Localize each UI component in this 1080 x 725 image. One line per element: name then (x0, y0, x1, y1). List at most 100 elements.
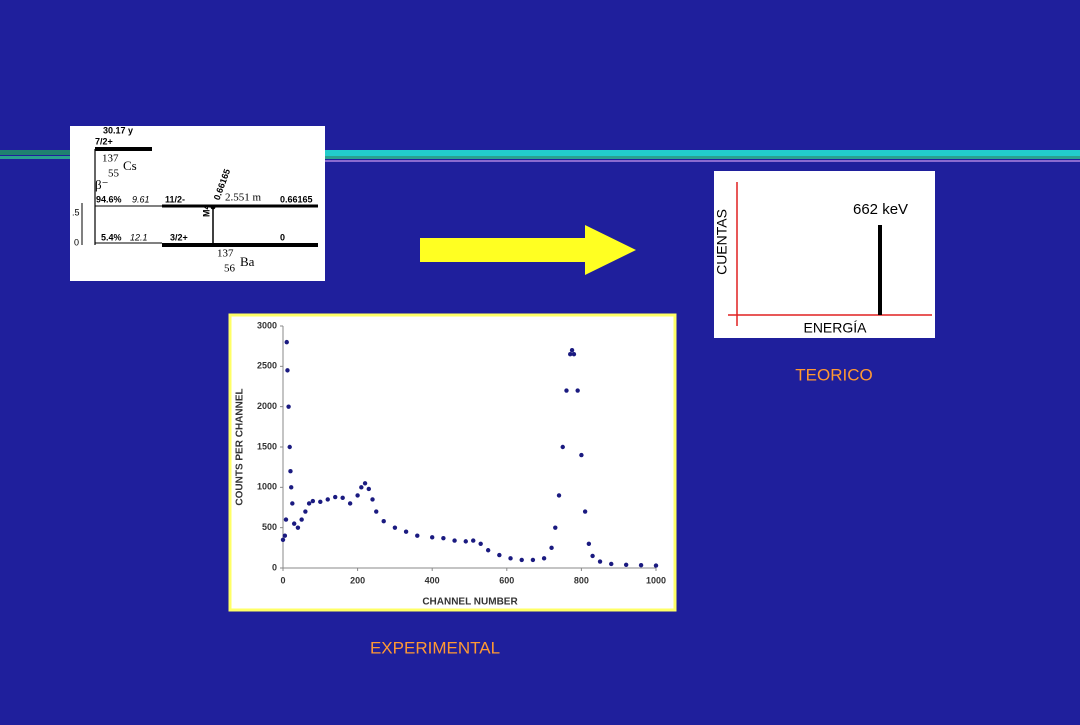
decay-scheme: 30.17 y 7/2+ 137 55 Cs β⁻ 94.6% 9.61 11/… (70, 125, 325, 281)
data-point (471, 538, 476, 543)
data-point (374, 509, 379, 514)
data-point (340, 495, 345, 501)
data-point (582, 509, 588, 514)
branch-half-life: 2.551 m (225, 192, 262, 204)
x-tick-label: 600 (499, 575, 514, 585)
x-tick-label: 800 (574, 575, 589, 585)
data-point (541, 556, 547, 561)
data-point (485, 548, 491, 553)
y-tick-label: 2000 (257, 401, 277, 411)
data-point (285, 368, 290, 373)
x-tick-label: 200 (350, 575, 365, 585)
experimental-chart: CHANNEL NUMBER COUNTS PER CHANNEL EXPERI… (228, 313, 677, 657)
data-point (381, 519, 386, 524)
y-axis-label: COUNTS PER CHANNEL (235, 388, 246, 505)
symbol: Ba (240, 254, 255, 269)
data-point (452, 538, 457, 543)
data-point (303, 509, 308, 514)
data-point (280, 537, 286, 542)
data-point (568, 352, 573, 357)
z: 56 (224, 263, 236, 275)
data-point (362, 481, 368, 486)
y-tick-label: 2500 (257, 361, 277, 371)
data-point (359, 485, 364, 490)
decay-mode: β⁻ (95, 177, 108, 192)
data-point (283, 517, 289, 522)
data-point (586, 541, 592, 546)
data-point (333, 494, 338, 500)
data-point (441, 535, 446, 541)
data-point (284, 339, 289, 345)
data-point (287, 444, 292, 450)
data-point (318, 499, 323, 505)
x-axis-label: CHANNEL NUMBER (422, 597, 518, 608)
stripe (300, 160, 1080, 162)
gamma-dot (210, 204, 216, 210)
annotation: 662 keV (853, 201, 908, 218)
data-point (355, 493, 360, 498)
theory-panel (714, 171, 935, 338)
axis-tick: .5 (72, 207, 80, 217)
data-point (609, 561, 614, 567)
x-tick-label: 1000 (646, 575, 666, 585)
branch-logft: 9.61 (132, 194, 150, 204)
data-point (325, 497, 330, 502)
data-point (295, 525, 301, 530)
data-point (478, 541, 483, 546)
data-point (306, 501, 312, 506)
axis-tick: 0 (74, 237, 79, 247)
data-point (530, 557, 536, 563)
caption: TEORICO (795, 365, 872, 384)
half-life: 30.17 y (103, 125, 133, 135)
branch-logft: 12.1 (130, 232, 148, 242)
data-point (370, 497, 375, 502)
y-tick-label: 500 (262, 522, 277, 532)
data-point (569, 348, 575, 353)
data-point (575, 388, 580, 393)
branch-percent: 5.4% (101, 232, 122, 242)
data-point (282, 533, 288, 538)
data-point (430, 535, 435, 540)
data-point (463, 539, 468, 544)
y-tick-label: 0 (272, 562, 277, 572)
chart-panel (228, 313, 677, 612)
data-point (560, 444, 565, 450)
y-tick-label: 3000 (257, 320, 277, 330)
data-point (597, 559, 603, 564)
data-point (519, 557, 524, 563)
data-point (564, 388, 569, 393)
stripe (300, 150, 1080, 156)
symbol: Cs (123, 158, 137, 173)
theoretical-chart: 662 keV ENERGÍA CUENTAS TEORICO (714, 171, 935, 384)
branch-energy: 0.66165 (280, 194, 313, 204)
mass: 137 (102, 153, 119, 165)
data-point (403, 529, 409, 534)
data-point (556, 493, 562, 498)
branch-energy: 0 (280, 232, 285, 242)
x-tick-label: 400 (425, 575, 440, 585)
data-point (288, 469, 293, 474)
y-axis-label: CUENTAS (714, 209, 730, 275)
gamma-multipolarity: M4 (201, 204, 211, 217)
data-point (623, 562, 629, 567)
data-point (590, 553, 595, 559)
y-tick-label: 1500 (257, 441, 277, 451)
mass: 137 (217, 248, 234, 260)
data-point (347, 501, 353, 506)
data-point (291, 521, 297, 526)
data-point (392, 525, 398, 530)
branch-percent: 94.6% (96, 194, 122, 204)
data-point (549, 545, 554, 551)
x-tick-label: 0 (280, 575, 285, 585)
data-point (571, 352, 577, 357)
x-axis-label: ENERGÍA (803, 320, 867, 336)
decay-panel (70, 126, 325, 281)
caption: EXPERIMENTAL (370, 638, 500, 657)
spin: 7/2+ (95, 136, 113, 146)
data-point (299, 517, 304, 522)
data-point (579, 452, 584, 458)
data-point (653, 563, 659, 568)
y-tick-label: 1000 (257, 482, 277, 492)
data-point (290, 501, 295, 506)
